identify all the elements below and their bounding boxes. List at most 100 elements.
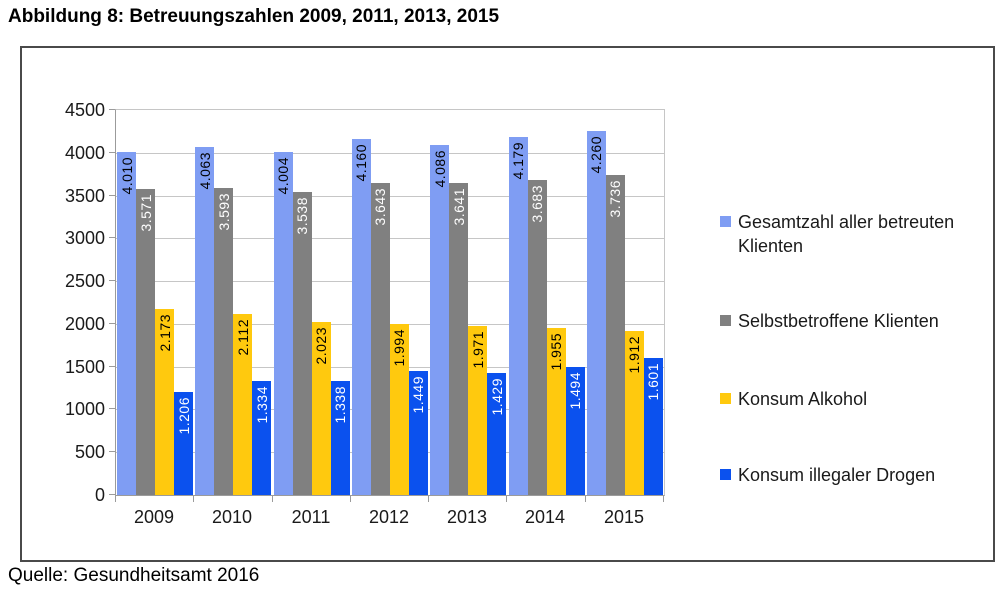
bar: 3.643 [370, 183, 390, 495]
bar: 1.338 [330, 381, 350, 495]
x-axis-tick-mark [585, 495, 586, 502]
bar-group: 4.260 3.736 1.912 1.601 [586, 110, 664, 495]
bar-value-label: 3.593 [215, 193, 232, 231]
x-axis-tick-label: 2015 [603, 507, 645, 527]
bar: 4.004 [273, 152, 293, 495]
bar-value-label: 1.912 [626, 336, 643, 374]
bar: 3.538 [292, 192, 312, 495]
x-axis-tick-label: 2009 [133, 507, 175, 527]
y-axis-tick-label: 3000 [64, 228, 105, 248]
bar-value-label: 1.334 [253, 386, 270, 424]
legend-label: Gesamtzahl aller betreuten Klienten [738, 212, 955, 256]
x-axis-tick-label: 2014 [524, 507, 566, 527]
bar: 1.334 [252, 381, 272, 495]
y-axis-tick-label: 4500 [64, 100, 105, 120]
y-axis-tick-mark [109, 366, 115, 367]
bar: 1.994 [389, 324, 409, 495]
bar: 3.571 [136, 189, 156, 495]
bar: 1.494 [565, 367, 585, 495]
bar-value-label: 2.173 [156, 314, 173, 352]
bar: 3.736 [605, 175, 625, 495]
bar-value-label: 4.010 [118, 157, 135, 195]
bar-value-label: 1.971 [469, 331, 486, 369]
x-axis-tick-mark [350, 495, 351, 502]
plot-area: 4.010 3.571 2.173 1.206 4.063 3.593 2.112 1.334… [115, 109, 665, 496]
bar: 1.429 [487, 373, 507, 495]
legend-swatch [720, 393, 731, 404]
legend-swatch [720, 469, 731, 480]
bar: 4.063 [195, 147, 215, 495]
bar-groups: 4.010 3.571 2.173 1.206 4.063 3.593 2.112 1.334… [116, 110, 664, 495]
x-axis-tick-mark [506, 495, 507, 502]
bar-value-label: 1.494 [567, 372, 584, 410]
bar: 3.593 [214, 188, 234, 495]
bar: 2.112 [233, 314, 253, 495]
y-axis-tick-mark [109, 152, 115, 153]
bar-group: 4.004 3.538 2.023 1.338 [273, 110, 351, 495]
x-axis-tick-mark [272, 495, 273, 502]
x-axis-tick-label: 2013 [446, 507, 488, 527]
legend-swatch [720, 216, 731, 227]
bar: 1.955 [546, 328, 566, 495]
gridline [116, 196, 664, 197]
bar: 1.971 [468, 326, 488, 495]
y-axis-tick-mark [109, 323, 115, 324]
chart-frame: 4.010 3.571 2.173 1.206 4.063 3.593 2.112 1.334… [20, 46, 995, 562]
y-axis-tick-label: 2500 [64, 271, 105, 291]
bar-group: 4.086 3.641 1.971 1.429 [429, 110, 507, 495]
y-axis-tick-mark [109, 451, 115, 452]
x-axis-tick-mark [115, 495, 116, 502]
y-axis-tick-label: 0 [94, 485, 105, 505]
bar-value-label: 1.206 [175, 397, 192, 435]
bar: 4.260 [586, 131, 606, 495]
bar-value-label: 1.338 [332, 386, 349, 424]
x-axis-tick-label: 2010 [211, 507, 253, 527]
bar: 1.912 [624, 331, 644, 495]
bar-value-label: 4.086 [431, 150, 448, 188]
bar-group: 4.010 3.571 2.173 1.206 [116, 110, 194, 495]
bar: 4.160 [351, 139, 371, 495]
y-axis-tick-label: 1000 [64, 399, 105, 419]
x-axis-tick-mark [663, 495, 664, 502]
bar: 1.206 [174, 392, 194, 495]
bar-value-label: 3.641 [450, 188, 467, 226]
bar: 1.449 [408, 371, 428, 495]
gridline [116, 153, 664, 154]
y-axis-tick-mark [109, 195, 115, 196]
bar: 4.179 [508, 137, 528, 495]
bar-value-label: 3.736 [607, 180, 624, 218]
bar-value-label: 1.601 [645, 363, 662, 401]
y-axis-tick-mark [109, 494, 115, 495]
bar: 2.173 [155, 309, 175, 495]
x-axis-tick-mark [193, 495, 194, 502]
y-axis-tick-mark [109, 280, 115, 281]
x-axis-tick-mark [428, 495, 429, 502]
figure-title: Abbildung 8: Betreuungszahlen 2009, 2011… [8, 6, 500, 27]
bar-value-label: 4.160 [353, 144, 370, 182]
bar-value-label: 1.429 [488, 378, 505, 416]
y-axis-tick-mark [109, 109, 115, 110]
y-axis-tick-label: 1500 [64, 357, 105, 377]
gridline [116, 281, 664, 282]
bar: 4.086 [430, 145, 450, 495]
bar-group: 4.063 3.593 2.112 1.334 [194, 110, 272, 495]
bar-value-label: 3.683 [529, 185, 546, 223]
bar-group: 4.160 3.643 1.994 1.449 [351, 110, 429, 495]
y-axis-tick-label: 3500 [64, 186, 105, 206]
bar-value-label: 1.955 [548, 333, 565, 371]
y-axis-tick-label: 2000 [64, 314, 105, 334]
legend-swatch [720, 315, 731, 326]
legend-item: Konsum illegaler Drogen [720, 463, 982, 487]
bar-value-label: 4.063 [196, 152, 213, 190]
legend-label: Selbstbetroffene Klienten [738, 311, 939, 331]
bar: 3.641 [449, 183, 469, 495]
bar-value-label: 2.023 [313, 327, 330, 365]
bar-value-label: 4.260 [588, 136, 605, 174]
y-axis-tick-label: 4000 [64, 143, 105, 163]
y-axis-tick-mark [109, 237, 115, 238]
bar-value-label: 1.994 [391, 329, 408, 367]
legend-item: Selbstbetroffene Klienten [720, 309, 982, 333]
bar: 1.601 [643, 358, 663, 495]
legend-label: Konsum illegaler Drogen [738, 465, 936, 485]
gridline [116, 238, 664, 239]
